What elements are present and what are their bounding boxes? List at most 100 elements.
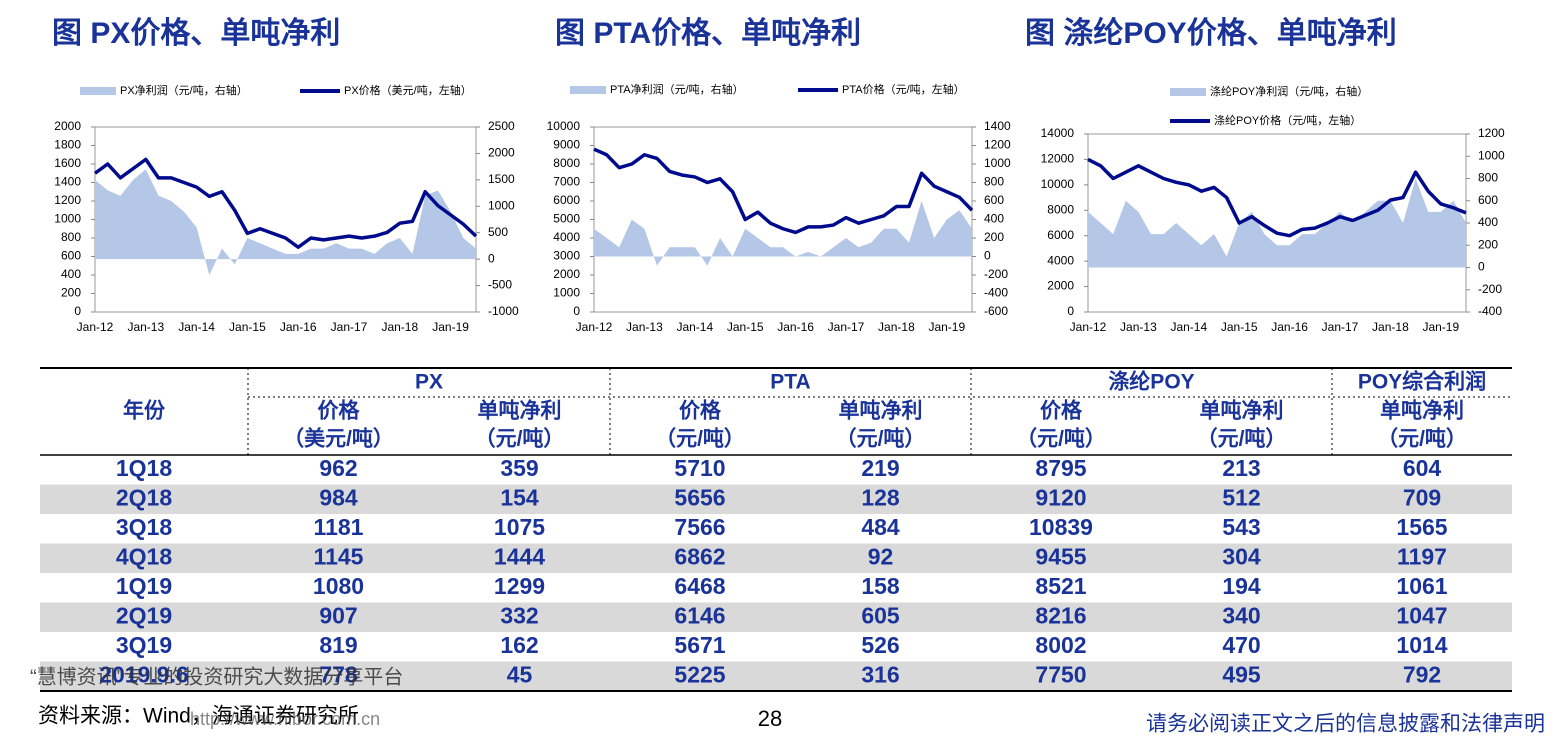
cell: 6862 [674,543,725,569]
y2-tick-label: 500 [488,225,508,239]
sub-header: 价格 [679,399,722,423]
cell: 213 [1222,455,1260,481]
y2-tick-label: 1000 [1478,148,1505,162]
group-header: POY综合利润 [1358,370,1486,394]
y2-tick-label: -400 [984,286,1008,300]
group-header: PX [415,371,443,394]
cell: 1075 [494,514,545,540]
sub-header: （元/吨） [1197,427,1287,451]
price-line [593,147,974,235]
page-number: 28 [758,706,782,731]
cell: 194 [1222,573,1261,599]
y-tick-label: 2000 [54,119,81,133]
sub-header: （元/吨） [836,427,926,451]
x-tick-label: Jan-16 [280,320,317,334]
row-band [40,602,1512,632]
legend-swatch [1170,88,1206,96]
y2-tick-label: 600 [1478,193,1498,207]
cell: 1061 [1396,573,1447,599]
y-tick-label: 9000 [553,138,580,152]
y2-tick-label: 200 [984,230,1004,244]
y-tick-label: 0 [74,304,81,318]
y2-tick-label: 1400 [984,119,1011,133]
profit-area [95,169,476,275]
cell: 907 [319,602,357,628]
plot-frame [593,126,973,313]
x-tick-label: Jan-13 [1120,320,1157,334]
cell: 9455 [1035,543,1086,569]
year-header: 年份 [123,399,166,423]
y-tick-label: 8000 [553,156,580,170]
legend-label: 涤纶POY净利润（元/吨，右轴） [1210,84,1368,98]
y2-tick-label: 0 [488,251,495,265]
legend-label: PTA价格（元/吨，左轴） [842,82,965,96]
y-tick-label: 5000 [553,212,580,226]
cell: 316 [861,661,899,687]
y-tick-label: 4000 [553,230,580,244]
cell: 5656 [674,484,725,510]
y2-tick-label: -600 [984,304,1008,318]
sub-header: （元/吨） [1377,427,1467,451]
x-tick-label: Jan-18 [1372,320,1409,334]
cell: 1444 [494,543,545,569]
y-tick-label: 1000 [553,286,580,300]
y2-tick-label: 1500 [488,172,515,186]
legend-label: PX价格（美元/吨，左轴） [344,83,472,97]
sub-header: 价格 [1040,399,1083,423]
y2-tick-label: 400 [1478,215,1498,229]
cell: 495 [1222,661,1261,687]
y-tick-label: 0 [573,304,580,318]
y-tick-label: 400 [61,267,81,281]
sub-header: 价格 [318,399,361,423]
y2-tick-label: -400 [1478,304,1502,318]
y2-tick-label: 1000 [488,198,515,212]
y2-tick-label: -200 [984,267,1008,281]
cell: 219 [861,455,899,481]
cell: 1080 [313,573,364,599]
cell: 709 [1403,484,1441,510]
cell: 332 [500,602,538,628]
row-band [40,543,1512,573]
row-band [40,484,1512,514]
x-tick-label: Jan-13 [626,320,663,334]
price-line [1087,157,1467,238]
legend-label: 涤纶POY价格（元/吨，左轴） [1214,113,1361,127]
cell: 340 [1222,602,1260,628]
cell: 10839 [1029,514,1093,540]
cell: 819 [319,632,357,658]
cell: 512 [1222,484,1260,510]
cell: 8521 [1035,573,1086,599]
x-tick-label: Jan-18 [381,320,418,334]
cell: 162 [500,632,538,658]
x-tick-label: Jan-15 [1221,320,1258,334]
sub-header: 单吨净利 [1380,399,1464,423]
legend-label: PX净利润（元/吨，右轴） [120,83,248,97]
cell: 92 [868,543,894,569]
y2-tick-label: -1000 [488,304,519,318]
y2-tick-label: 200 [1478,237,1498,251]
x-tick-label: Jan-12 [77,320,114,334]
row-label: 2019.9.6 [99,661,189,687]
x-tick-label: Jan-16 [1271,320,1308,334]
y2-tick-label: 2000 [488,146,515,160]
sub-header: 单吨净利 [478,399,562,423]
cell: 6468 [674,573,725,599]
y2-tick-label: 1000 [984,156,1011,170]
y-tick-label: 6000 [1047,228,1074,242]
x-tick-label: Jan-18 [878,320,915,334]
cell: 1145 [314,543,364,569]
x-tick-label: Jan-19 [1422,320,1459,334]
cell: 45 [507,661,533,687]
y-tick-label: 14000 [1041,126,1075,140]
legend-swatch [570,86,606,94]
price-line [93,157,478,249]
x-tick-label: Jan-17 [331,320,368,334]
y-tick-label: 200 [61,286,81,300]
x-tick-label: Jan-14 [676,320,713,334]
y-tick-label: 2000 [1047,279,1074,293]
x-tick-label: Jan-19 [928,320,965,334]
profit-area [594,201,972,266]
legend-label: PTA净利润（元/吨，右轴） [610,82,744,96]
cell: 158 [861,573,900,599]
cell: 1181 [314,514,364,540]
